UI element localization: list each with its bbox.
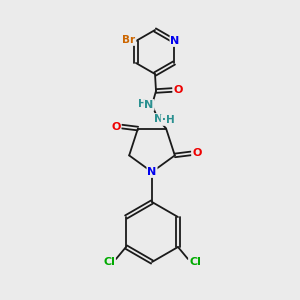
Text: N: N [144,100,154,110]
Text: N: N [154,114,164,124]
Text: Br: Br [122,35,136,45]
Text: Cl: Cl [103,257,115,267]
Text: H: H [138,99,146,109]
Text: ·H: ·H [162,115,174,125]
Text: O: O [192,148,202,158]
Text: N: N [170,36,180,46]
Text: N: N [147,167,157,177]
Text: O: O [173,85,183,95]
Text: O: O [111,122,121,132]
Text: Cl: Cl [189,257,201,267]
